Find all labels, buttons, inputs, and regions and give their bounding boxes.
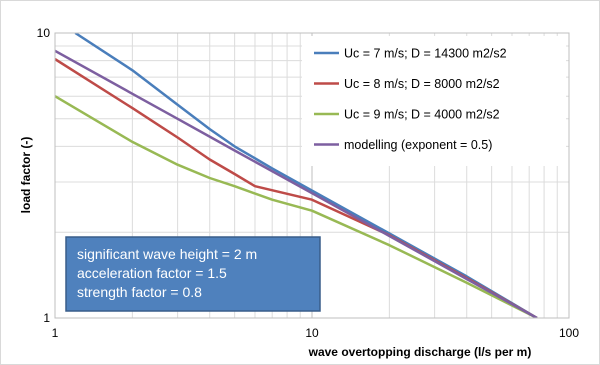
annotation-line-acceleration: acceleration factor = 1.5 <box>77 265 227 281</box>
annotation-box: significant wave height = 2 m accelerati… <box>65 236 321 312</box>
annotation-background <box>65 236 321 312</box>
y-axis-title: load factor (-) <box>19 137 33 214</box>
annotation-line-wave-height: significant wave height = 2 m <box>77 246 257 262</box>
x-tick-label: 10 <box>305 326 319 340</box>
series-line-3 <box>55 95 538 318</box>
y-tick-label: 1 <box>43 311 50 325</box>
legend-label-4: modelling (exponent = 0.5) <box>344 138 492 152</box>
x-tick-label: 1 <box>52 326 59 340</box>
legend-label-3: Uc = 9 m/s; D = 4000 m2/s2 <box>344 108 500 122</box>
legend-label-2: Uc = 8 m/s; D = 8000 m2/s2 <box>344 77 500 91</box>
legend-background <box>302 36 566 166</box>
series-line-1 <box>74 33 538 318</box>
series-line-4 <box>55 49 538 318</box>
series-lines <box>55 33 538 318</box>
x-axis-title: wave overtopping discharge (l/s per m) <box>308 345 532 359</box>
legend-items: Uc = 7 m/s; D = 14300 m2/s2 Uc = 8 m/s; D… <box>314 47 507 152</box>
x-tick-label: 100 <box>559 326 579 340</box>
tick-labels: 1 10 100 1 10 <box>37 26 580 340</box>
legend: Uc = 7 m/s; D = 14300 m2/s2 Uc = 8 m/s; D… <box>302 36 566 166</box>
legend-label-1: Uc = 7 m/s; D = 14300 m2/s2 <box>344 47 507 61</box>
annotation-line-strength: strength factor = 0.8 <box>77 284 202 300</box>
y-tick-label: 10 <box>37 26 51 40</box>
plot-frame <box>54 32 570 319</box>
